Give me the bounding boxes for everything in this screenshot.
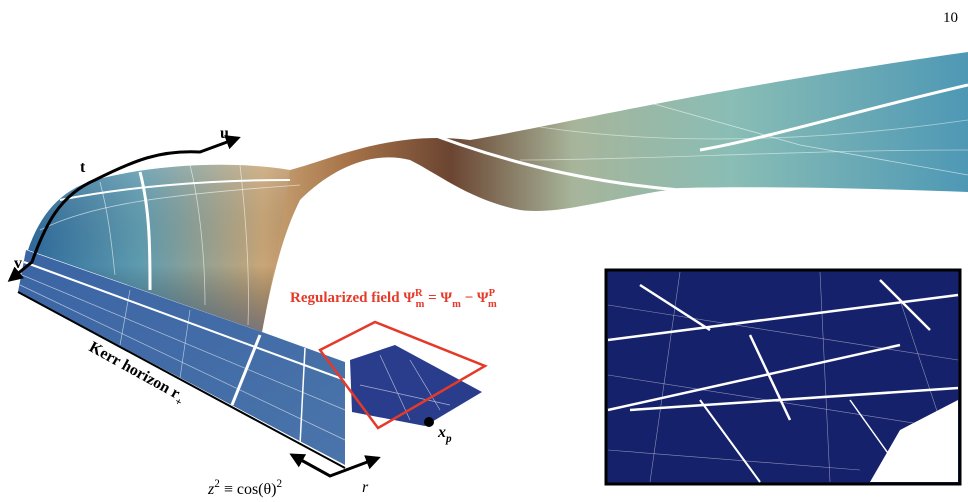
reg-minus-sup: P [489, 288, 496, 299]
reg-minus-sub: m [488, 299, 497, 310]
page-number: 10 [943, 10, 958, 26]
u-label: u [220, 125, 229, 142]
coord-z-sup: 2 [214, 478, 220, 490]
coord-rest: ≡ cos(θ) [220, 481, 277, 498]
reg-lhs: Regularized field Ψ [290, 290, 415, 306]
reg-minus: − Ψ [461, 290, 489, 306]
reg-lhs-sup: R [415, 288, 423, 299]
reg-lhs-sub: m [416, 299, 425, 310]
t-label: t [80, 159, 86, 176]
particle-patch [318, 320, 488, 430]
coordinate-arrows [7, 135, 381, 478]
r-label: r [362, 479, 369, 496]
v-label: v [14, 255, 22, 272]
particle-label: xp [437, 424, 452, 445]
horizon-sub: + [172, 395, 183, 409]
particle [424, 417, 434, 427]
surface-grid [39, 83, 968, 326]
region-outline [318, 320, 488, 430]
coord-z: z [207, 481, 215, 498]
reg-eq: = Ψ [424, 290, 452, 306]
particle-sub: p [445, 433, 452, 445]
inset [604, 268, 962, 486]
inset-grid [607, 271, 959, 483]
particle-x: x [437, 424, 446, 441]
coordinate-label: z2 ≡ cos(θ)2 [207, 478, 282, 498]
reg-eq-sub: m [452, 299, 461, 310]
coord-rest-sup: 2 [277, 478, 283, 490]
regularized-label: Regularized field ΨR m = Ψm − ΨP m [290, 288, 497, 310]
